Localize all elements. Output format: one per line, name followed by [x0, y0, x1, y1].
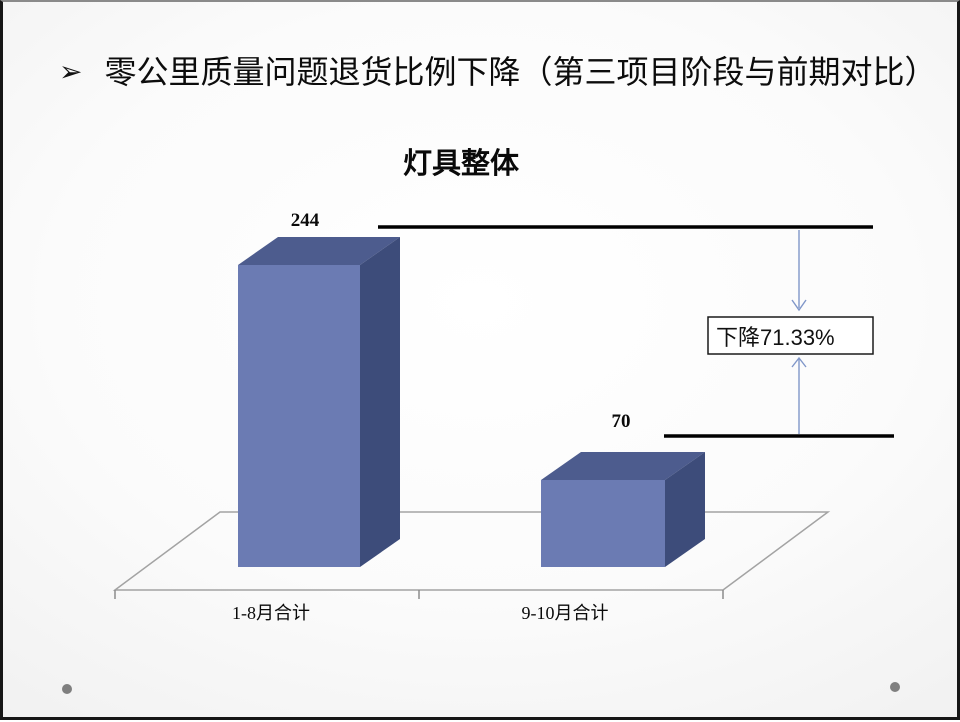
data-label-value2: 70: [612, 411, 631, 432]
drop-arrows: [791, 230, 807, 434]
arrow-down-icon: [791, 299, 807, 312]
bar-series1-cat1: [238, 237, 400, 567]
arrow-bullet-icon: ➢: [59, 57, 83, 88]
x-axis-label-cat2: 9-10月合计: [522, 603, 609, 623]
headline-text: 零公里质量问题退货比例下降（第三项目阶段与前期对比）: [104, 54, 937, 90]
bar2-front-face: [541, 480, 665, 567]
x-axis-ticks: [114, 590, 724, 599]
slide-headline: ➢ 零公里质量问题退货比例下降（第三项目阶段与前期对比）: [59, 52, 949, 93]
bar1-top-face: [238, 237, 400, 265]
arrow-up-icon: [791, 356, 807, 368]
annotation-text: 下降71.33%: [716, 325, 835, 350]
bar1-front-face: [238, 265, 360, 567]
decoration-dot-right: [890, 682, 900, 692]
x-axis-label-cat1: 1-8月合计: [232, 603, 310, 623]
bar1-side-face: [360, 237, 400, 567]
annotation-box: [707, 316, 874, 355]
chart-title: 灯具整体: [402, 148, 519, 180]
bar-series1-cat2: [541, 452, 705, 567]
decoration-dot-left: [62, 684, 72, 694]
chart-floor-plane: [112, 511, 831, 591]
bar-chart-3d: 244 70 下降71.33% 1-8月合计 9-10月合计: [62, 210, 900, 694]
bar2-top-face: [541, 452, 705, 480]
data-label-value1: 244: [291, 210, 320, 231]
bar2-side-face: [665, 452, 705, 567]
